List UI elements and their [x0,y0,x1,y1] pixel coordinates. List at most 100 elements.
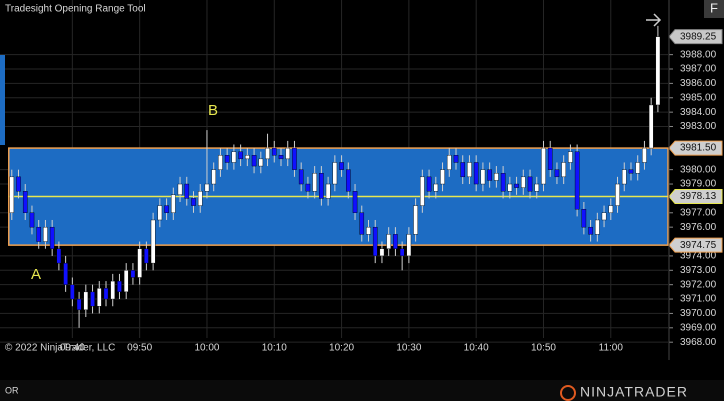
candle-body [588,226,593,235]
candle-body [184,183,190,199]
tab-label[interactable]: OR [5,385,19,395]
candle-body [359,212,365,235]
candle-body [460,162,466,178]
button-f[interactable] [704,0,724,18]
candle-body [238,151,243,160]
price-marker-label: 3981.50 [680,143,717,154]
candle-body [332,162,338,185]
cursor-arrow [646,13,662,27]
candle-body [271,147,277,156]
candle-body [258,158,264,167]
candle-body [554,169,560,178]
y-tick-label: 3979.00 [680,179,717,190]
y-tick-label: 3974.00 [680,251,717,262]
candle-body [467,162,472,178]
y-tick-label: 3986.00 [680,78,717,89]
price-marker [668,29,723,45]
candle-body [177,183,183,196]
candle-body [601,212,607,221]
candle-body [453,155,459,163]
candle-body [507,183,513,192]
opening-range [8,147,669,246]
candle-body [137,248,142,278]
candle-body [204,183,210,192]
candle-body [117,280,122,293]
x-tick-label: 11:00 [599,343,624,354]
candle-body [487,169,492,181]
candle-body [211,169,216,185]
candle-body [534,183,540,192]
x-tick-label: 10:50 [531,343,556,354]
y-tick-label: 3968.00 [680,337,717,348]
candle-body [339,162,344,170]
candle-body [628,169,634,174]
x-tick-label: 09:40 [60,343,85,354]
candle-body [574,151,580,210]
candle-body [197,191,203,206]
candle-body [36,226,41,242]
candle-body [43,226,48,242]
candle-body [608,205,614,213]
candle-body [581,208,587,228]
y-tick-label: 3976.00 [680,222,717,233]
candle-body [386,234,391,249]
candle-body [70,284,75,300]
candle-body [218,155,223,170]
y-tick-label: 3973.00 [680,265,717,276]
candle-body [278,155,284,160]
price-marker [668,140,723,156]
candle-body [305,183,311,192]
candle-body [406,234,412,257]
candle-body [500,173,506,192]
candle-body [164,205,169,213]
x-tick-label: 10:20 [329,343,354,354]
candle-body [615,183,620,206]
candle-body [440,169,445,185]
candle-body [292,147,297,170]
candle-body [346,169,351,192]
price-marker-label: 3978.13 [680,191,717,202]
candle-body [595,219,600,235]
logo: NINJATRADER [580,384,688,400]
candle-body [157,205,163,221]
candle-body [426,176,432,192]
candle-body [245,155,250,160]
candle-body [648,104,654,149]
candle-body [103,288,109,300]
candle-body [9,176,15,213]
x-tick-label: 10:10 [262,343,287,354]
candles [9,25,661,328]
candle-body [76,298,82,311]
y-tick-label: 3988.00 [680,49,717,60]
y-tick-label: 3970.00 [680,308,717,319]
candle-body [568,151,573,163]
y-tick-label: 3971.00 [680,294,717,305]
candle-body [110,280,116,300]
candle-body [251,155,257,167]
candle-body [541,147,546,185]
y-tick-label: 3980.00 [680,164,717,175]
price-marker-label: 3974.75 [680,240,717,251]
y-tick-label: 3984.00 [680,107,717,118]
candle-body [265,147,270,160]
candle-body [366,226,371,235]
candle-body [480,169,486,185]
y-tick-label: 3977.00 [680,207,717,218]
tab-bar [0,380,724,401]
price-marker-label: 3989.25 [680,31,717,42]
y-tick-label: 3972.00 [680,279,717,290]
candle-body [224,155,230,163]
y-tick-label: 3985.00 [680,92,717,103]
candle-body [130,270,136,278]
candle-body [547,147,553,170]
x-tick-label: 10:00 [194,343,219,354]
candle-body [49,226,55,249]
candle-body [352,191,358,213]
candle-body [298,169,304,185]
candle-body [473,162,479,185]
candle-body [83,291,89,311]
candle-body [285,147,291,160]
side-handle[interactable] [0,55,5,145]
candle-body [56,248,62,264]
